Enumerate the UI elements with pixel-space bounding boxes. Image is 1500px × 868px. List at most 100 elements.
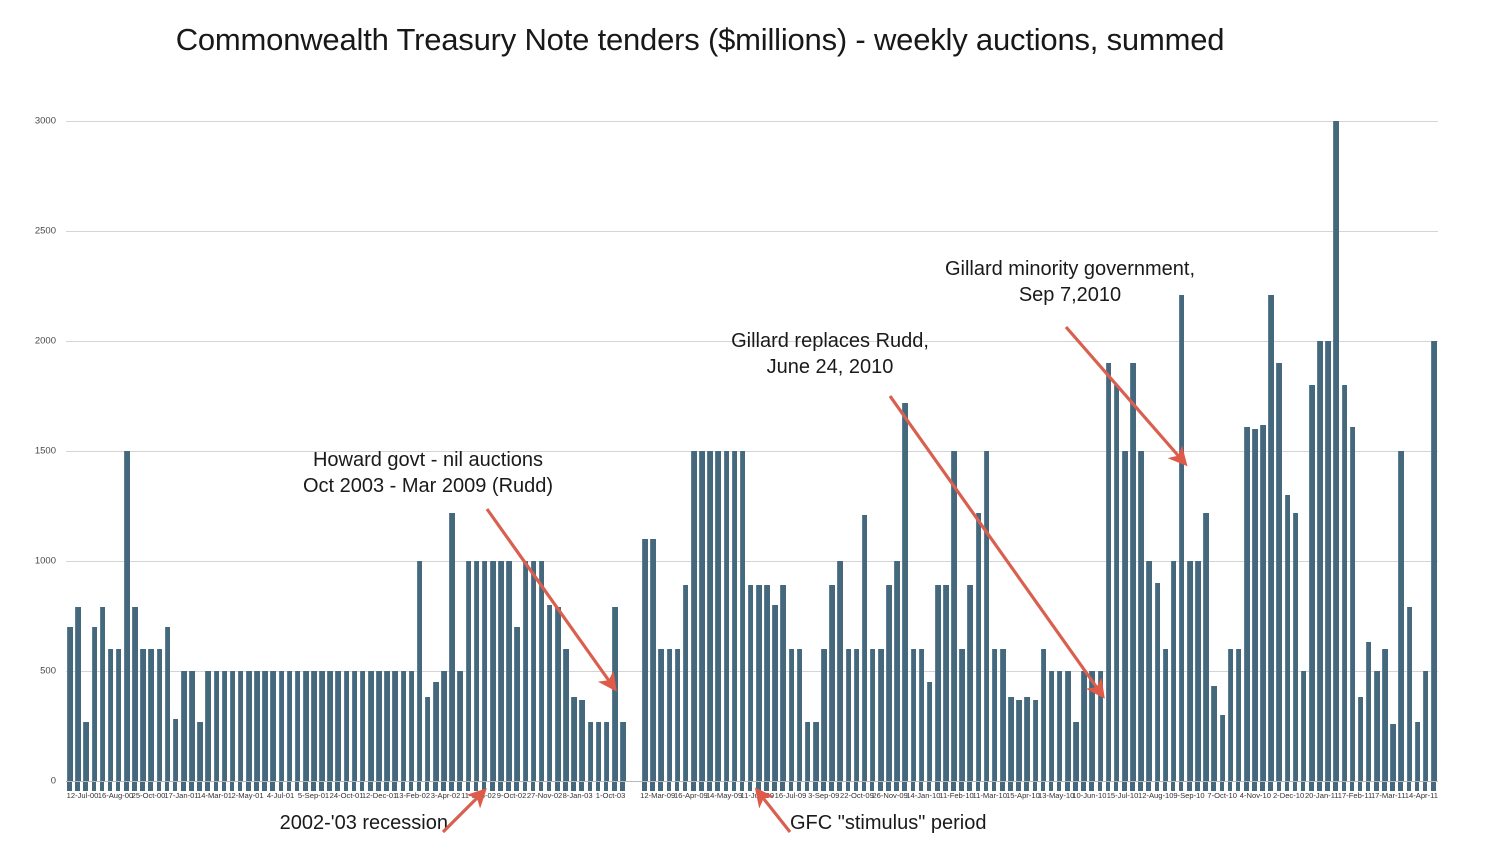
x-axis-tick-label: 12-Dec-01 (361, 791, 398, 800)
x-axis-tick-mark (311, 782, 316, 791)
bar (1130, 363, 1136, 781)
x-axis-tick-mark (756, 782, 761, 791)
annotation-gillard-minority-government: Gillard minority government, Sep 7,2010 (944, 258, 1196, 306)
x-axis-tick-label: 12-Aug-10 (1138, 791, 1174, 800)
bar (1170, 561, 1177, 781)
x-axis-tick-label: 14-Mar-01 (197, 791, 233, 800)
bar (666, 649, 673, 781)
x-axis-tick-label: 25-Oct-00 (131, 791, 166, 800)
bar (1357, 697, 1364, 781)
x-axis-tick-mark (804, 782, 810, 791)
x-axis-tick-mark (213, 782, 219, 791)
bar (278, 671, 285, 781)
x-axis-tick-mark (603, 782, 609, 791)
chart-title: Commonwealth Treasury Note tenders ($mil… (175, 22, 1225, 57)
x-axis-tick-mark (1073, 782, 1078, 791)
bar (91, 627, 98, 781)
bar (1203, 512, 1209, 781)
bar (229, 671, 236, 781)
bar (587, 721, 594, 781)
x-axis-tick-mark (327, 782, 332, 791)
x-axis-tick-label: 11-Jun-09 (740, 791, 775, 800)
x-axis-tick-mark (400, 782, 406, 791)
bar (286, 671, 293, 781)
bar (189, 671, 195, 781)
x-axis-tick-mark (1195, 782, 1200, 791)
annotation-howard-govt: Howard govt - nil auctions Oct 2003 - Ma… (302, 449, 554, 497)
x-axis-tick-mark (910, 782, 916, 791)
bar (731, 451, 738, 781)
x-axis-tick-mark (1422, 782, 1428, 791)
x-axis-tick-label: 20-Jan-11 (1304, 791, 1339, 800)
x-axis-tick-mark (1317, 782, 1322, 791)
bar (1390, 723, 1396, 781)
bar (975, 512, 982, 781)
x-axis-tick-mark (853, 782, 859, 791)
bar (530, 561, 537, 781)
bar (1187, 561, 1193, 781)
x-axis-tick-mark (1203, 782, 1208, 791)
bar (1073, 721, 1079, 781)
x-axis-tick-mark (498, 782, 503, 791)
bar (1309, 385, 1315, 781)
bar (991, 649, 998, 781)
gridline (66, 561, 1438, 562)
bar (270, 671, 276, 781)
x-axis-tick-label: 14-May-09 (705, 791, 743, 800)
bar (902, 402, 908, 781)
x-axis-tick-mark (595, 782, 601, 791)
x-axis-tick-mark (359, 782, 365, 791)
y-axis: 0 500 1000 1500 2000 2500 3000 (0, 116, 62, 787)
x-axis-line (66, 781, 1438, 782)
x-axis-tick-mark (674, 782, 680, 791)
bar (1406, 607, 1413, 781)
x-axis-tick-mark (1292, 782, 1298, 791)
x-axis-tick-mark (124, 782, 129, 791)
x-axis-tick-mark (1040, 782, 1046, 791)
bar (441, 671, 447, 781)
bar (682, 585, 689, 781)
x-axis-tick-mark (449, 782, 454, 791)
x-axis-tick-mark (894, 782, 899, 791)
bar (1154, 583, 1161, 781)
x-axis-tick-mark (530, 782, 536, 791)
x-axis-tick-label: 17-Mar-11 (1370, 791, 1406, 800)
bar (148, 649, 154, 781)
x-axis-tick-mark (1333, 782, 1338, 791)
x-axis-tick-label: 13-May-10 (1037, 791, 1075, 800)
x-axis-tick-mark (140, 782, 145, 791)
bar (489, 561, 496, 781)
bar (1227, 649, 1234, 781)
bar (1235, 649, 1242, 781)
y-axis-tick-label: 3000 (34, 115, 56, 127)
x-axis-tick-mark (197, 782, 202, 791)
x-axis-tick-mark (764, 782, 769, 791)
x-axis-tick-label: 22-Oct-09 (840, 791, 874, 800)
x-axis-tick-mark (1008, 782, 1013, 791)
bar (327, 671, 333, 781)
y-axis-tick-label: 2500 (34, 225, 56, 237)
x-axis-tick-mark (172, 782, 178, 791)
x-axis-tick-mark (351, 782, 357, 791)
y-axis-tick-label: 1500 (34, 445, 56, 457)
x-axis-tick-label: 15-Jul-10 (1106, 791, 1139, 800)
bar (1349, 426, 1356, 781)
bar (563, 649, 569, 781)
x-axis-tick-mark (1309, 782, 1314, 791)
bar (335, 671, 342, 781)
x-axis-tick-mark (1227, 782, 1233, 791)
bar (538, 561, 545, 781)
bar (408, 671, 415, 781)
bar (674, 649, 681, 781)
x-axis-tick-mark (587, 782, 593, 791)
bar (197, 721, 203, 781)
bar (739, 451, 746, 781)
bar (788, 649, 795, 781)
bar (1032, 699, 1039, 781)
gridline (66, 121, 1438, 122)
x-axis-tick-mark (951, 782, 956, 791)
bar (1162, 649, 1169, 781)
x-axis-tick-mark (571, 782, 576, 791)
y-axis-tick-label: 500 (40, 665, 56, 677)
x-axis-tick-mark (1162, 782, 1168, 791)
